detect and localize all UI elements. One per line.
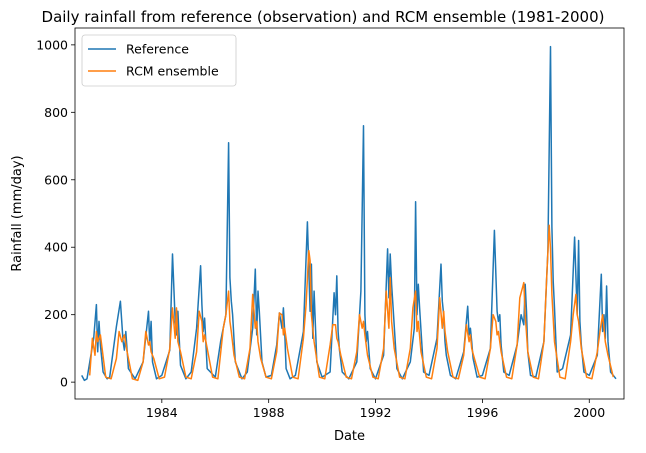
y-tick-label: 600 bbox=[44, 172, 68, 187]
y-axis-ticks: 0 200 400 600 800 1000 bbox=[36, 37, 75, 390]
plot-content bbox=[81, 45, 617, 382]
y-tick-label: 400 bbox=[44, 240, 68, 255]
x-tick-label: 1984 bbox=[146, 405, 178, 420]
chart-title: Daily rainfall from reference (observati… bbox=[42, 8, 605, 26]
x-tick-label: 1992 bbox=[360, 405, 392, 420]
legend-box bbox=[81, 34, 237, 87]
x-tick-label: 1996 bbox=[467, 405, 499, 420]
series-line-reference bbox=[81, 45, 617, 382]
legend: Reference RCM ensemble bbox=[81, 34, 237, 87]
y-tick-label: 200 bbox=[44, 307, 68, 322]
x-tick-label: 2000 bbox=[573, 405, 605, 420]
y-tick-label: 800 bbox=[44, 105, 68, 120]
legend-label-rcm-ensemble: RCM ensemble bbox=[126, 64, 219, 79]
axes-frame bbox=[74, 27, 625, 400]
y-tick-label: 0 bbox=[60, 375, 68, 390]
x-axis-ticks: 1984 1988 1992 1996 2000 bbox=[146, 399, 605, 420]
x-tick-label: 1988 bbox=[253, 405, 285, 420]
series-line-rcm-ensemble bbox=[88, 224, 615, 382]
x-axis-label: Date bbox=[334, 429, 365, 444]
y-axis-label: Rainfall (mm/day) bbox=[10, 155, 25, 271]
legend-label-reference: Reference bbox=[126, 42, 189, 57]
y-tick-label: 1000 bbox=[36, 37, 68, 52]
